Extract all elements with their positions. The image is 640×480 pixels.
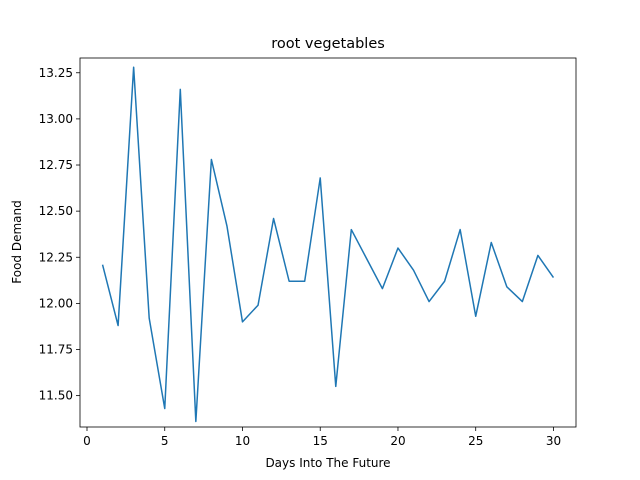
plot-area-frame (79, 57, 577, 428)
x-tick-label: 5 (161, 434, 169, 448)
y-tick-label: 12.75 (39, 158, 73, 172)
y-tick-label: 12.25 (39, 250, 73, 264)
x-axis-label: Days Into The Future (265, 456, 390, 470)
series-line (101, 66, 555, 423)
y-axis-label: Food Demand (10, 200, 24, 283)
x-axis: 0 5 10 15 20 25 30 (83, 427, 561, 448)
x-tick-label: 10 (235, 434, 250, 448)
x-tick-label: 0 (83, 434, 91, 448)
y-tick-label: 13.00 (39, 112, 73, 126)
y-tick-label: 12.00 (39, 296, 73, 310)
x-tick-label: 25 (468, 434, 483, 448)
chart-title: root vegetables (271, 36, 385, 52)
x-tick-label: 20 (390, 434, 405, 448)
y-axis: 11.50 11.75 12.00 12.25 12.50 12.75 13.00 13.25 (39, 66, 80, 403)
y-tick-label: 13.25 (39, 66, 73, 80)
y-tick-label: 11.50 (39, 389, 73, 403)
y-tick-label: 12.50 (39, 204, 73, 218)
x-tick-label: 30 (546, 434, 561, 448)
x-tick-label: 15 (313, 434, 328, 448)
y-tick-label: 11.75 (39, 343, 73, 357)
